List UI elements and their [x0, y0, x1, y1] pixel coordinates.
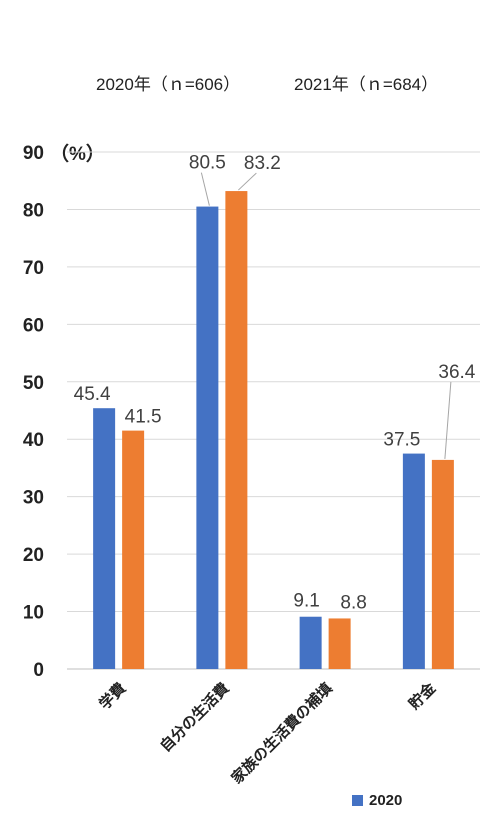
legend-bottom-swatch [352, 795, 363, 806]
unit-label: （%） [50, 142, 105, 165]
bar-2021 [328, 618, 351, 669]
bar-2020 [93, 408, 116, 669]
y-tick-label: 40 [23, 430, 44, 451]
data-label: 36.4 [438, 362, 475, 383]
y-tick-label: 70 [23, 258, 44, 279]
y-tick-label: 20 [23, 545, 44, 566]
bar-2021 [122, 430, 145, 669]
legend-bottom: 2020 [352, 792, 402, 809]
data-label: 41.5 [125, 407, 162, 428]
bar-2021 [431, 459, 454, 669]
bar-2020 [299, 616, 322, 669]
y-tick-label: 10 [23, 603, 44, 624]
y-tick-label: 30 [23, 488, 44, 509]
category-label: 学費 [96, 679, 130, 713]
data-label: 80.5 [189, 153, 226, 174]
y-tick-label: 60 [23, 315, 44, 336]
y-tick-label: 90 [23, 143, 44, 164]
legend-2021: 2021年（ｎ=684） [294, 75, 439, 94]
y-tick-label: 50 [23, 373, 44, 394]
y-tick-label: 0 [33, 660, 44, 681]
leader-line [444, 381, 452, 459]
bar-2021 [225, 191, 248, 669]
legend-bottom-label: 2020 [369, 792, 403, 809]
y-tick-label: 80 [23, 200, 44, 221]
category-label: 自分の生活費 [156, 679, 232, 755]
data-label: 37.5 [383, 430, 420, 451]
data-label: 83.2 [244, 153, 281, 174]
data-label: 45.4 [74, 384, 111, 405]
leader-line [200, 172, 210, 206]
data-label: 8.8 [340, 592, 366, 613]
category-label: 家族の生活費の補填 [228, 679, 336, 787]
bar-2020 [196, 206, 219, 670]
bar-2020 [402, 453, 425, 669]
category-label: 貯金 [405, 678, 440, 713]
data-label: 9.1 [293, 591, 319, 612]
leader-line [238, 172, 257, 191]
legend-2020: 2020年（ｎ=606） [96, 75, 241, 94]
